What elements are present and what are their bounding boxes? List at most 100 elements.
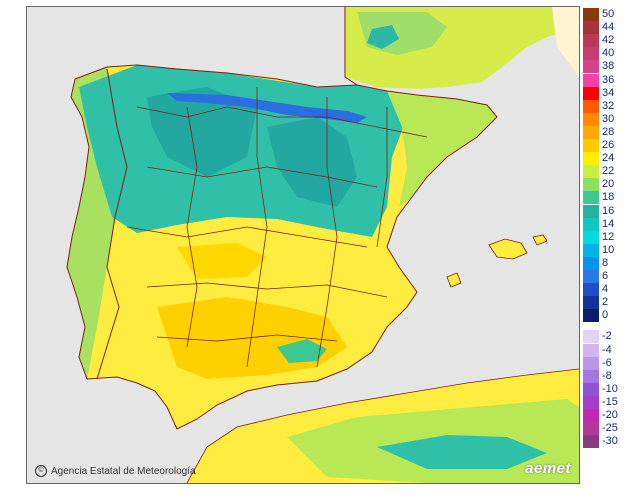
legend-label: 36 [602,73,615,86]
top-right-light-area [552,7,579,77]
legend-item: 14 [583,217,627,231]
legend-item: 2 [583,296,627,310]
legend-item: 40 [583,47,627,61]
legend-item: -20 [583,409,627,422]
legend-swatch [583,217,599,231]
legend-swatch [583,34,599,48]
legend-label: -8 [602,369,612,382]
sierra-nevada-cool-patch [277,339,327,363]
legend-label: 18 [602,191,615,204]
legend-label: -30 [602,435,618,448]
spain-portugal-border [96,68,128,380]
legend-label: 16 [602,204,615,217]
legend-label: 4 [602,283,609,296]
legend-item: -8 [583,369,627,383]
copyright-icon: © [35,465,47,477]
legend-swatch [583,270,599,283]
province-borders [126,87,428,368]
legend-label: 22 [602,165,615,178]
temperature-map: © Agencia Estatal de Meteorología aemet [26,6,580,484]
legend-label: 44 [602,21,615,34]
legend-item: 32 [583,99,627,113]
coastline [66,64,498,430]
legend-label: 40 [602,47,615,60]
legend-swatch [583,112,599,126]
legend-swatch [583,422,599,436]
central-warm-zone [177,243,267,279]
legend-item: -4 [583,343,627,357]
legend-swatch [583,99,599,113]
france-cold-area [367,25,399,49]
legend-label: -15 [602,395,618,408]
legend-label: 2 [602,296,609,309]
legend-label: -10 [602,382,618,395]
legend-label: -4 [602,343,612,356]
legend-swatch [583,283,599,297]
legend-label: 38 [602,60,615,73]
iberian-system-zone [267,117,357,207]
africa-coastline [186,368,579,483]
ibiza-island [447,273,461,287]
legend-swatch [583,204,599,218]
legend-label: -6 [602,356,612,369]
legend-label: 8 [602,256,609,269]
legend-item: 8 [583,256,627,270]
legend-label: 30 [602,112,615,125]
legend-label: 34 [602,86,615,99]
legend-item: 22 [583,165,627,179]
legend-swatch [583,152,599,166]
legend-item: 28 [583,125,627,139]
legend-swatch [583,8,599,21]
legend-label: 14 [602,217,615,230]
legend-swatch [583,409,599,422]
legend-swatch [583,256,599,270]
legend-item: -10 [583,382,627,396]
legend-swatch [583,139,599,152]
legend-label: 20 [602,178,615,191]
legend-item: 6 [583,270,627,283]
legend-item: 16 [583,204,627,218]
legend-swatch [583,296,599,310]
legend-item: 42 [583,34,627,48]
mallorca-island [489,239,527,259]
legend-swatch [583,395,599,409]
legend-item: 12 [583,230,627,244]
legend-swatch [583,382,599,396]
legend-swatch [583,343,599,357]
credit-label: Agencia Estatal de Meteorología [51,465,196,477]
legend-label: 50 [602,8,615,20]
legend-item: 0 [583,309,627,323]
legend-swatch [583,309,599,323]
legend-item: 4 [583,283,627,297]
legend-swatch [583,356,599,370]
island-outlines [446,234,548,288]
legend-label: 24 [602,152,615,165]
northern-plateau-zone [147,87,257,177]
legend-item: 20 [583,178,627,192]
legend-item: 18 [583,191,627,205]
legend-swatch [583,435,599,449]
legend-item: 50 [583,8,627,21]
legend-label: -2 [602,330,612,343]
legend-item: 24 [583,152,627,166]
france-spain-border [344,7,358,86]
legend-item: 38 [583,60,627,74]
legend-item: -25 [583,422,627,436]
legend-label: 0 [602,309,609,322]
legend-label: 32 [602,99,615,112]
legend-item: -15 [583,395,627,409]
north-africa-cool-zone [377,435,547,469]
northeast-mild-zone [387,91,497,207]
legend-label: -20 [602,409,618,421]
legend-swatch [583,191,599,205]
legend-swatch [583,243,599,257]
temperature-legend: 50 44 42 40 38 36 34 32 30 28 26 24 22 20 18 16 14 12 10 8 6… [583,8,627,480]
legend-swatch [583,369,599,383]
legend-swatch [583,178,599,192]
legend-item: -6 [583,356,627,370]
menorca-island [533,235,547,245]
legend-label: -25 [602,422,618,435]
legend-swatch [583,73,599,87]
legend-label: 6 [602,270,609,282]
legend-swatch [583,125,599,139]
